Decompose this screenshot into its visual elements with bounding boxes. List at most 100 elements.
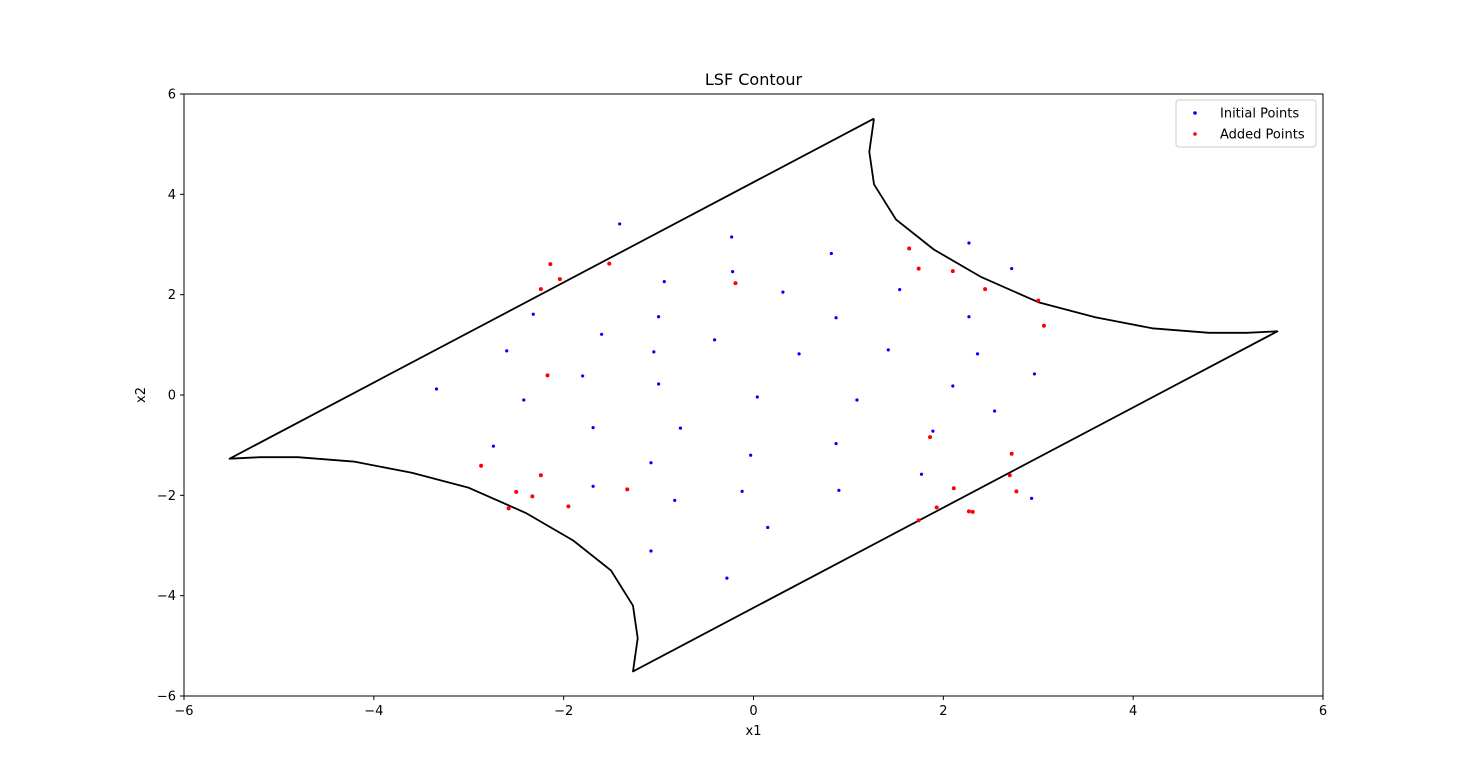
initial-point [649, 549, 653, 553]
added-point [530, 494, 535, 499]
legend-marker-added-points [1193, 132, 1197, 136]
legend-marker-initial-points [1193, 111, 1197, 115]
initial-point [1010, 266, 1014, 271]
x-axis-label: x1 [746, 724, 762, 739]
added-point [966, 509, 971, 514]
added-point [545, 373, 550, 378]
added-point [479, 463, 484, 468]
x-tick-label: 0 [749, 704, 757, 719]
added-point [983, 287, 988, 292]
added-point [951, 486, 956, 491]
initial-point [712, 338, 717, 342]
added-point [928, 435, 933, 440]
initial-point [797, 352, 801, 356]
initial-point [1032, 372, 1037, 376]
y-tick-label: 6 [168, 88, 176, 103]
initial-point [967, 241, 971, 245]
initial-point [434, 387, 439, 391]
added-point [934, 505, 939, 510]
y-axis-label: x2 [134, 387, 149, 403]
contour-layer [228, 117, 1279, 673]
initial-point [618, 222, 622, 226]
initial-point [673, 498, 677, 502]
initial-point [1030, 496, 1034, 500]
added-point [506, 506, 511, 511]
initial-point [919, 472, 924, 476]
added-point [1014, 489, 1019, 494]
initial-point [491, 444, 496, 448]
added-point [566, 504, 571, 509]
initial-point [898, 288, 902, 292]
initial-point [656, 382, 661, 386]
initial-point [967, 315, 971, 319]
y-tick-label: −6 [157, 690, 176, 705]
initial-point [725, 576, 729, 580]
added-point [548, 262, 553, 267]
initial-point [730, 235, 734, 239]
initial-point [731, 269, 735, 274]
initial-point [834, 442, 838, 446]
chart-title: LSF Contour [705, 70, 803, 89]
initial-point [591, 484, 595, 488]
initial-point [662, 280, 666, 284]
added-point [916, 266, 921, 271]
y-axis-ticks: −6 −4 −2 0 2 4 6 [157, 88, 184, 705]
added-point [538, 287, 543, 292]
initial-point [931, 429, 935, 433]
initial-point [652, 350, 656, 354]
initial-point [649, 461, 653, 465]
added-point [950, 269, 955, 274]
initial-point [781, 290, 785, 294]
initial-point [855, 398, 859, 402]
added-point [1036, 298, 1041, 303]
legend-label-added-points: Added Points [1220, 128, 1305, 143]
initial-point [951, 384, 955, 388]
y-tick-label: 2 [168, 288, 176, 303]
initial-point [992, 409, 997, 413]
added-point [625, 487, 630, 492]
initial-point [591, 426, 595, 430]
x-tick-label: 4 [1129, 704, 1137, 719]
initial-point [766, 525, 770, 530]
initial-point [656, 315, 661, 319]
added-point [733, 281, 738, 286]
added-point [916, 518, 921, 523]
initial-point [886, 348, 890, 352]
y-tick-label: −4 [157, 589, 176, 604]
initial-point [749, 453, 753, 457]
added-point [607, 261, 612, 266]
initial-point [581, 374, 585, 378]
initial-point [755, 395, 759, 399]
added-point [1009, 451, 1014, 456]
y-tick-label: 4 [168, 188, 176, 203]
initial-point [740, 489, 744, 493]
initial-point [531, 312, 535, 316]
initial-point [829, 251, 833, 256]
lsf-contour-line [228, 117, 1279, 673]
points-layer [434, 222, 1046, 580]
legend-label-initial-points: Initial Points [1220, 107, 1299, 122]
added-point [970, 509, 975, 514]
initial-point [975, 352, 980, 356]
x-tick-label: −6 [174, 704, 193, 719]
y-tick-label: 0 [168, 389, 176, 404]
initial-point [837, 488, 841, 492]
legend-box [1175, 99, 1317, 148]
x-axis-ticks: −6 −4 −2 0 2 4 6 [174, 696, 1327, 719]
added-point [538, 473, 543, 478]
x-tick-label: −2 [554, 704, 573, 719]
legend: Initial Points Added Points [1175, 99, 1317, 148]
initial-point [834, 316, 838, 320]
added-point [907, 246, 912, 251]
y-tick-label: −2 [157, 489, 176, 504]
x-tick-label: 2 [939, 704, 947, 719]
initial-point [522, 398, 526, 402]
initial-point [678, 426, 683, 430]
added-point [1041, 323, 1046, 328]
plot-background [184, 94, 1323, 696]
initial-point [505, 349, 509, 353]
added-point [1007, 473, 1012, 478]
added-point [557, 277, 562, 282]
x-tick-label: 6 [1319, 704, 1327, 719]
